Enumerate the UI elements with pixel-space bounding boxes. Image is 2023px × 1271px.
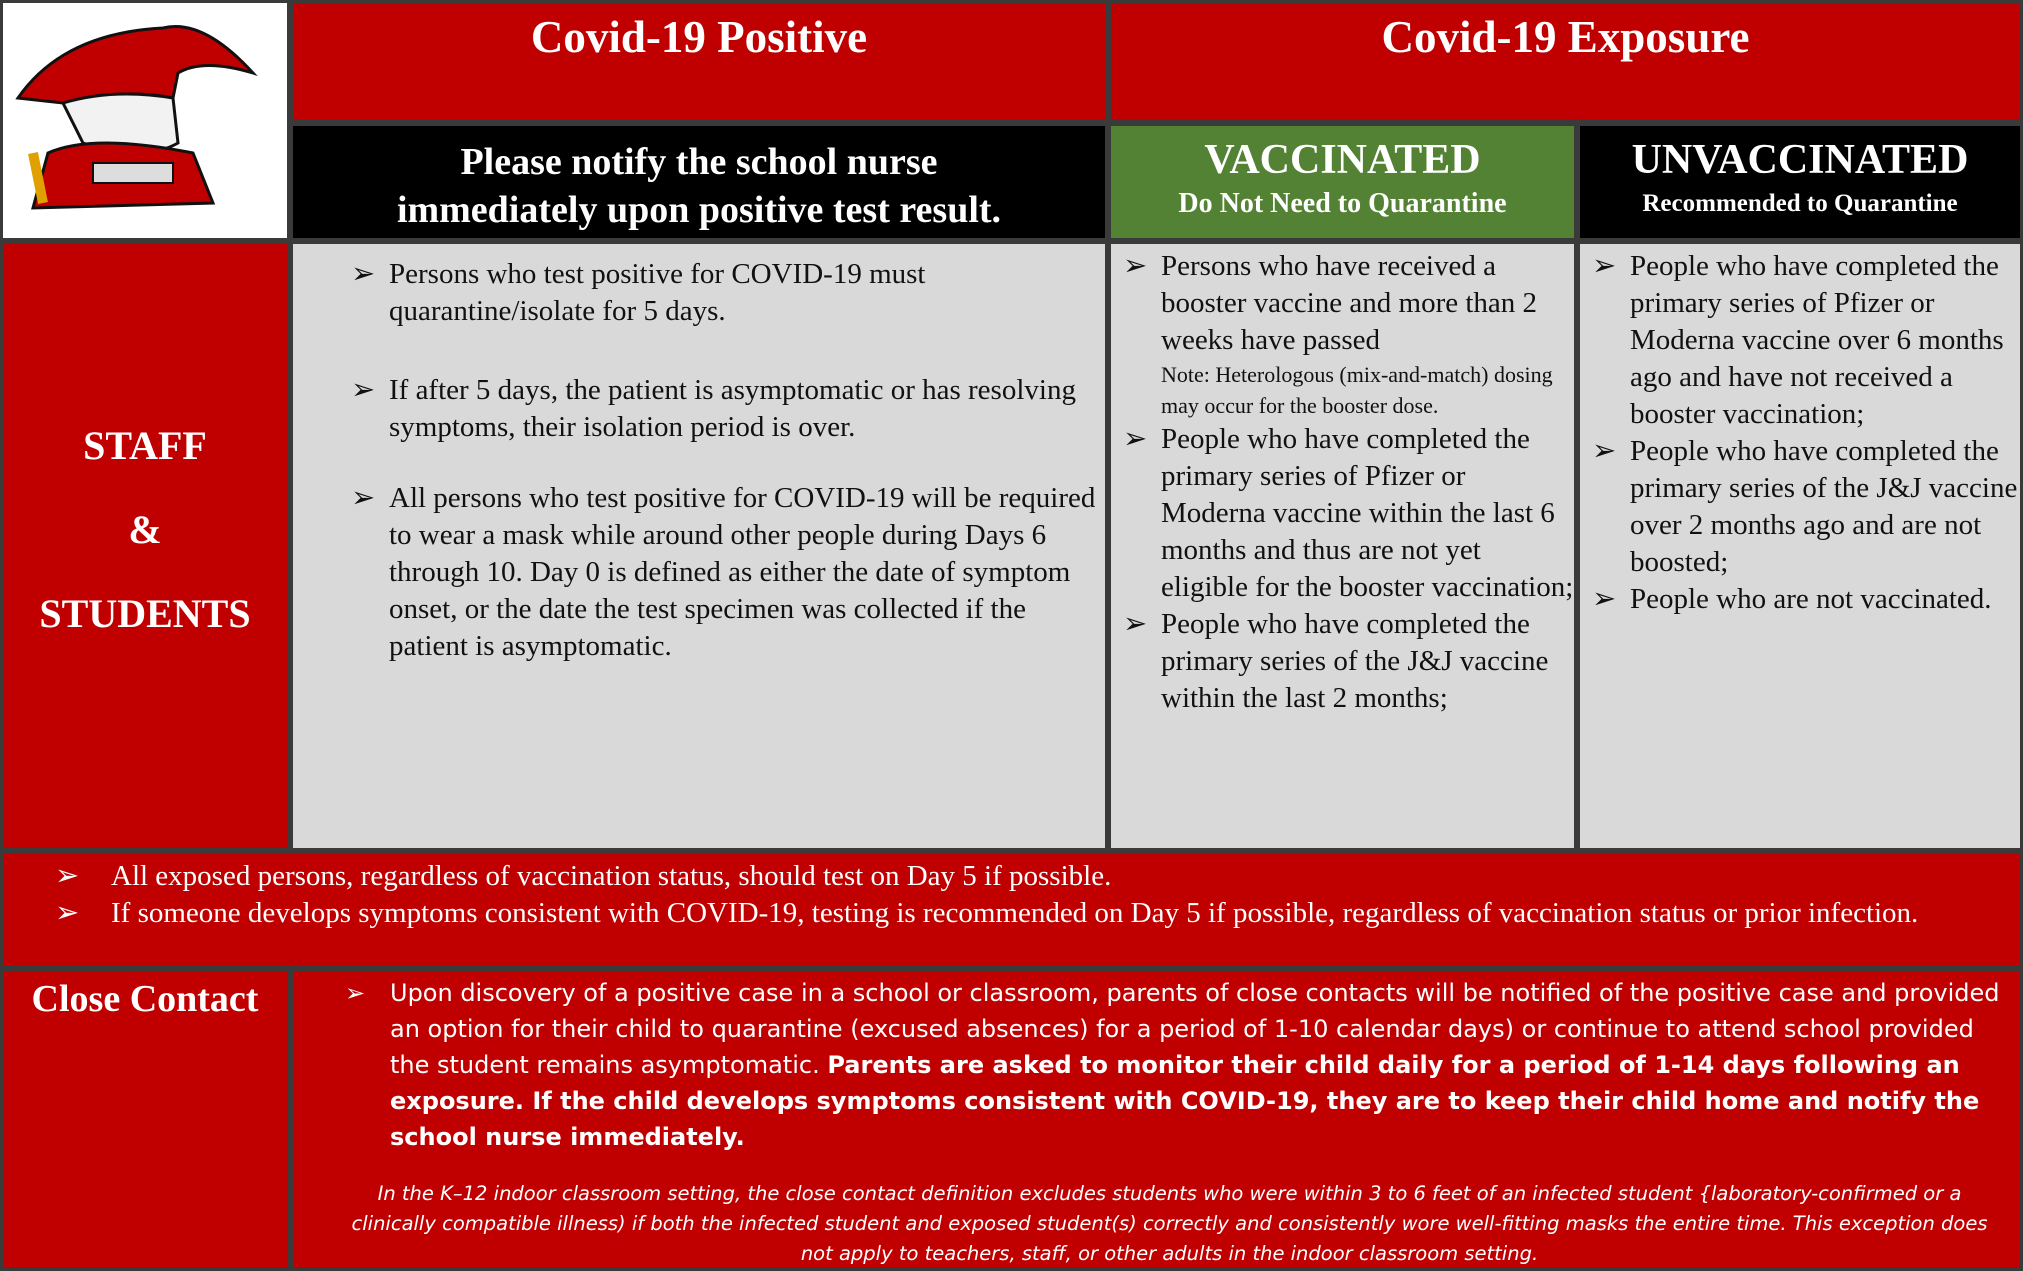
positive-item: If after 5 days, the patient is asymptom… (339, 372, 1105, 446)
close-contact-text: Upon discovery of a positive case in a s… (390, 979, 2000, 1079)
unvaccinated-title: UNVACCINATED (1631, 137, 1969, 183)
row-label-line: & (128, 507, 162, 552)
close-contact-bold: Parents are asked to monitor their child… (390, 1051, 1980, 1151)
unvaccinated-item: People who have completed the primary se… (1580, 248, 2020, 433)
vaccinated-item: People who have completed the primary se… (1111, 421, 1574, 606)
item-text: Persons who have received a booster vacc… (1161, 250, 1538, 356)
logo (15, 25, 258, 210)
notice: Please notify the school nurse immediate… (290, 123, 1108, 241)
vaccinated-title: VACCINATED (1204, 137, 1481, 183)
exposure-title: Covid-19 Exposure (1108, 0, 2023, 123)
notice-line: immediately upon positive test result. (396, 189, 1002, 231)
close-contact-item: Upon discovery of a positive case in a s… (333, 975, 2006, 1155)
close-contact-note: In the K–12 indoor classroom setting, th… (351, 1182, 1988, 1265)
row-label-line: STAFF (83, 423, 207, 468)
positive-cell: Persons who test positive for COVID-19 m… (290, 241, 1108, 851)
vaccinated-cell: Persons who have received a booster vacc… (1108, 241, 1577, 851)
positive-item: Persons who test positive for COVID-19 m… (339, 256, 1105, 330)
exposed-item: If someone develops symptoms consistent … (43, 895, 2000, 932)
vaccinated-item: Persons who have received a booster vacc… (1111, 248, 1574, 421)
unvaccinated-item: People who are not vaccinated. (1580, 581, 2020, 618)
row-label: STAFF & STUDENTS (0, 241, 290, 851)
positive-title: Covid-19 Positive (290, 0, 1108, 123)
close-contact-label: Close Contact (0, 968, 290, 1271)
unvaccinated-item: People who have completed the primary se… (1580, 433, 2020, 581)
exposed-item: All exposed persons, regardless of vacci… (43, 858, 2000, 895)
vaccinated-subtitle: Do Not Need to Quarantine (1178, 188, 1507, 219)
note: Note: Heterologous (mix-and-match) dosin… (1161, 362, 1553, 418)
unvaccinated-header: UNVACCINATED Recommended to Quarantine (1577, 123, 2023, 241)
logo-cell (0, 0, 290, 241)
notice-line: Please notify the school nurse (460, 141, 938, 183)
exposed-cell: All exposed persons, regardless of vacci… (0, 851, 2023, 968)
row-label-line: STUDENTS (39, 591, 251, 636)
positive-item: All persons who test positive for COVID-… (339, 480, 1105, 665)
unvaccinated-subtitle: Recommended to Quarantine (1642, 190, 1958, 217)
vaccinated-header: VACCINATED Do Not Need to Quarantine (1108, 123, 1577, 241)
vaccinated-item: People who have completed the primary se… (1111, 606, 1574, 717)
unvaccinated-cell: People who have completed the primary se… (1577, 241, 2023, 851)
close-contact-cell: Upon discovery of a positive case in a s… (290, 968, 2023, 1271)
